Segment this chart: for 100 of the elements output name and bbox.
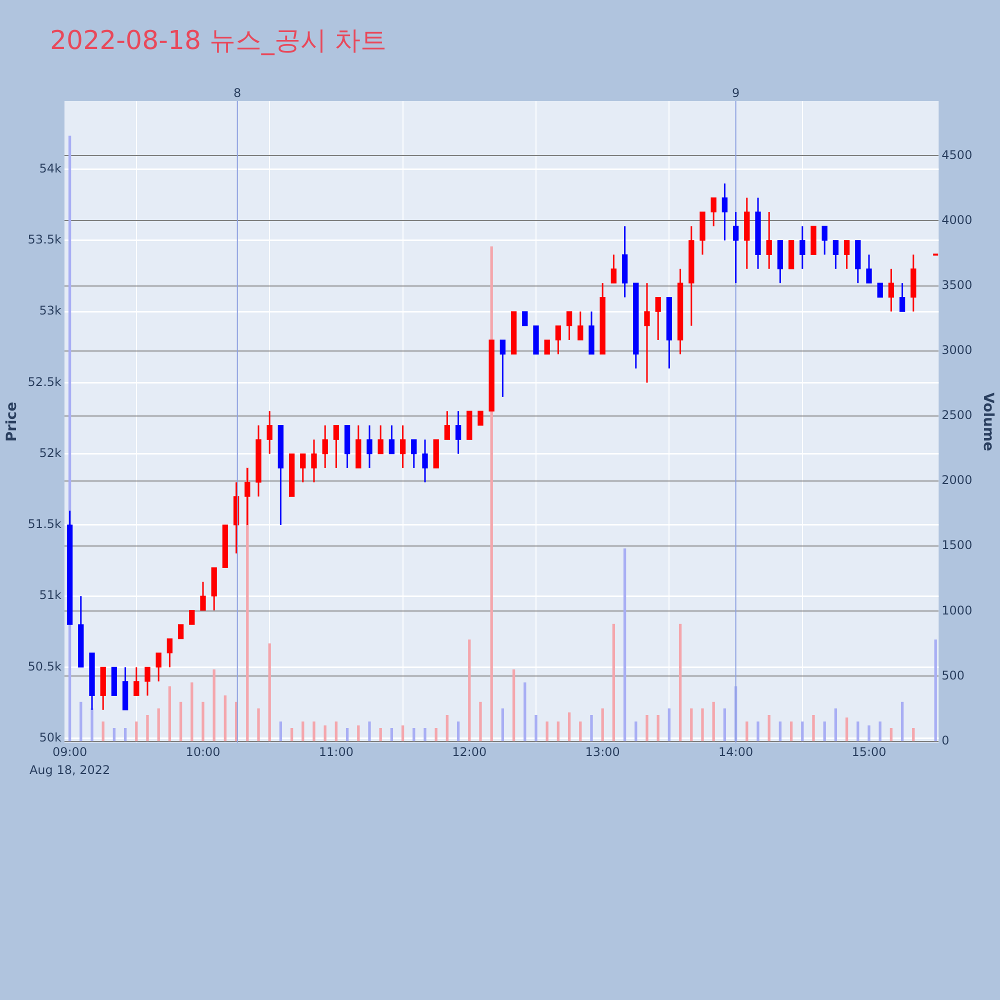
bar bbox=[368, 721, 371, 742]
bar bbox=[80, 702, 82, 742]
bar bbox=[512, 669, 516, 742]
y-tick-label: 52k bbox=[39, 446, 62, 460]
x-tick-label: 12:00 bbox=[452, 744, 487, 759]
bar bbox=[856, 721, 860, 742]
bar bbox=[912, 728, 915, 742]
bar bbox=[690, 708, 693, 742]
text: Aug 18, 2022 bbox=[29, 763, 110, 778]
bar bbox=[190, 682, 194, 742]
y-tick-label: 52.5k bbox=[28, 374, 62, 389]
y-tick-label: 51k bbox=[39, 588, 62, 602]
bar bbox=[90, 708, 94, 742]
bar bbox=[801, 721, 804, 742]
bar bbox=[579, 721, 582, 742]
bar bbox=[868, 725, 870, 742]
y2-tick-label: 2000 bbox=[942, 473, 972, 488]
y2-tick-label: 2500 bbox=[942, 408, 972, 422]
bar bbox=[279, 721, 282, 742]
x-tick-label: 09:00 bbox=[52, 744, 88, 759]
bar bbox=[456, 721, 460, 742]
bar bbox=[678, 624, 682, 742]
bar bbox=[479, 702, 482, 742]
candlestick bbox=[877, 282, 883, 298]
bar bbox=[534, 714, 538, 742]
bar bbox=[890, 728, 893, 742]
bar bbox=[723, 708, 726, 742]
bar bbox=[257, 708, 260, 742]
y2-tick-label: 1000 bbox=[942, 603, 972, 618]
bar bbox=[712, 702, 715, 742]
bar bbox=[212, 669, 216, 742]
bar bbox=[790, 721, 793, 742]
bar bbox=[934, 639, 937, 742]
bar bbox=[168, 686, 172, 742]
bar bbox=[179, 702, 182, 742]
bar bbox=[756, 721, 760, 742]
chart-title: 2022-08-18 뉴스_공시 차트 bbox=[50, 25, 388, 58]
bar bbox=[390, 728, 394, 742]
bar bbox=[778, 721, 782, 742]
y-tick-label: 50.5k bbox=[28, 659, 62, 674]
bar bbox=[701, 708, 704, 742]
candlestick bbox=[488, 340, 494, 412]
candlestick bbox=[189, 610, 195, 625]
bar bbox=[612, 624, 616, 742]
candlestick bbox=[510, 311, 517, 355]
bar bbox=[202, 702, 204, 742]
bar bbox=[546, 721, 548, 742]
y2-tick-label: 3500 bbox=[942, 278, 972, 292]
y2-tick-label: 4500 bbox=[942, 148, 972, 162]
candlestick bbox=[466, 410, 472, 440]
candlestick bbox=[810, 226, 816, 255]
bar bbox=[224, 695, 227, 742]
candlestick bbox=[288, 453, 295, 497]
y2-axis-title: Volume bbox=[980, 392, 996, 452]
bar bbox=[568, 712, 571, 742]
y-tick-label: 53k bbox=[39, 304, 62, 318]
y2-tick-label: 0 bbox=[942, 733, 950, 748]
bar bbox=[900, 702, 904, 742]
candlestick bbox=[178, 624, 184, 640]
bar bbox=[746, 721, 748, 742]
bar bbox=[524, 682, 526, 742]
candlestick bbox=[478, 410, 484, 426]
bar bbox=[268, 643, 271, 742]
bar bbox=[324, 725, 326, 742]
x-tick-label: 13:00 bbox=[585, 744, 620, 759]
x-tick-label: 15:00 bbox=[852, 744, 886, 759]
bar bbox=[146, 714, 149, 742]
y2-tick-label: 3000 bbox=[942, 343, 972, 357]
y-tick-label: 50k bbox=[39, 730, 62, 744]
bar bbox=[823, 721, 826, 742]
bar bbox=[357, 725, 360, 742]
bar bbox=[446, 714, 449, 742]
candlestick bbox=[222, 524, 228, 568]
candlestick bbox=[433, 439, 439, 468]
candlestick bbox=[522, 311, 528, 326]
bar bbox=[334, 721, 338, 742]
y-axis-title: Price bbox=[4, 402, 20, 442]
x-tick-label: 11:00 bbox=[318, 744, 354, 759]
bar bbox=[312, 721, 316, 742]
bar bbox=[468, 639, 471, 742]
bar bbox=[634, 721, 638, 742]
bar bbox=[157, 708, 160, 742]
x-tick-label: 14:00 bbox=[718, 744, 754, 759]
bar bbox=[346, 728, 349, 742]
bar bbox=[590, 714, 593, 742]
bar bbox=[124, 728, 127, 742]
bar bbox=[290, 728, 294, 742]
candlestick bbox=[533, 325, 539, 355]
bar bbox=[401, 725, 404, 742]
y2-tick-label: 4000 bbox=[942, 212, 972, 227]
bar bbox=[845, 718, 848, 742]
text: 9 bbox=[732, 86, 740, 100]
bar bbox=[834, 708, 838, 742]
bar bbox=[601, 708, 604, 742]
bar bbox=[623, 548, 626, 742]
bar bbox=[424, 728, 426, 742]
candlestick bbox=[788, 240, 794, 270]
bar bbox=[135, 721, 138, 742]
bar bbox=[668, 708, 671, 742]
bar bbox=[379, 728, 382, 742]
